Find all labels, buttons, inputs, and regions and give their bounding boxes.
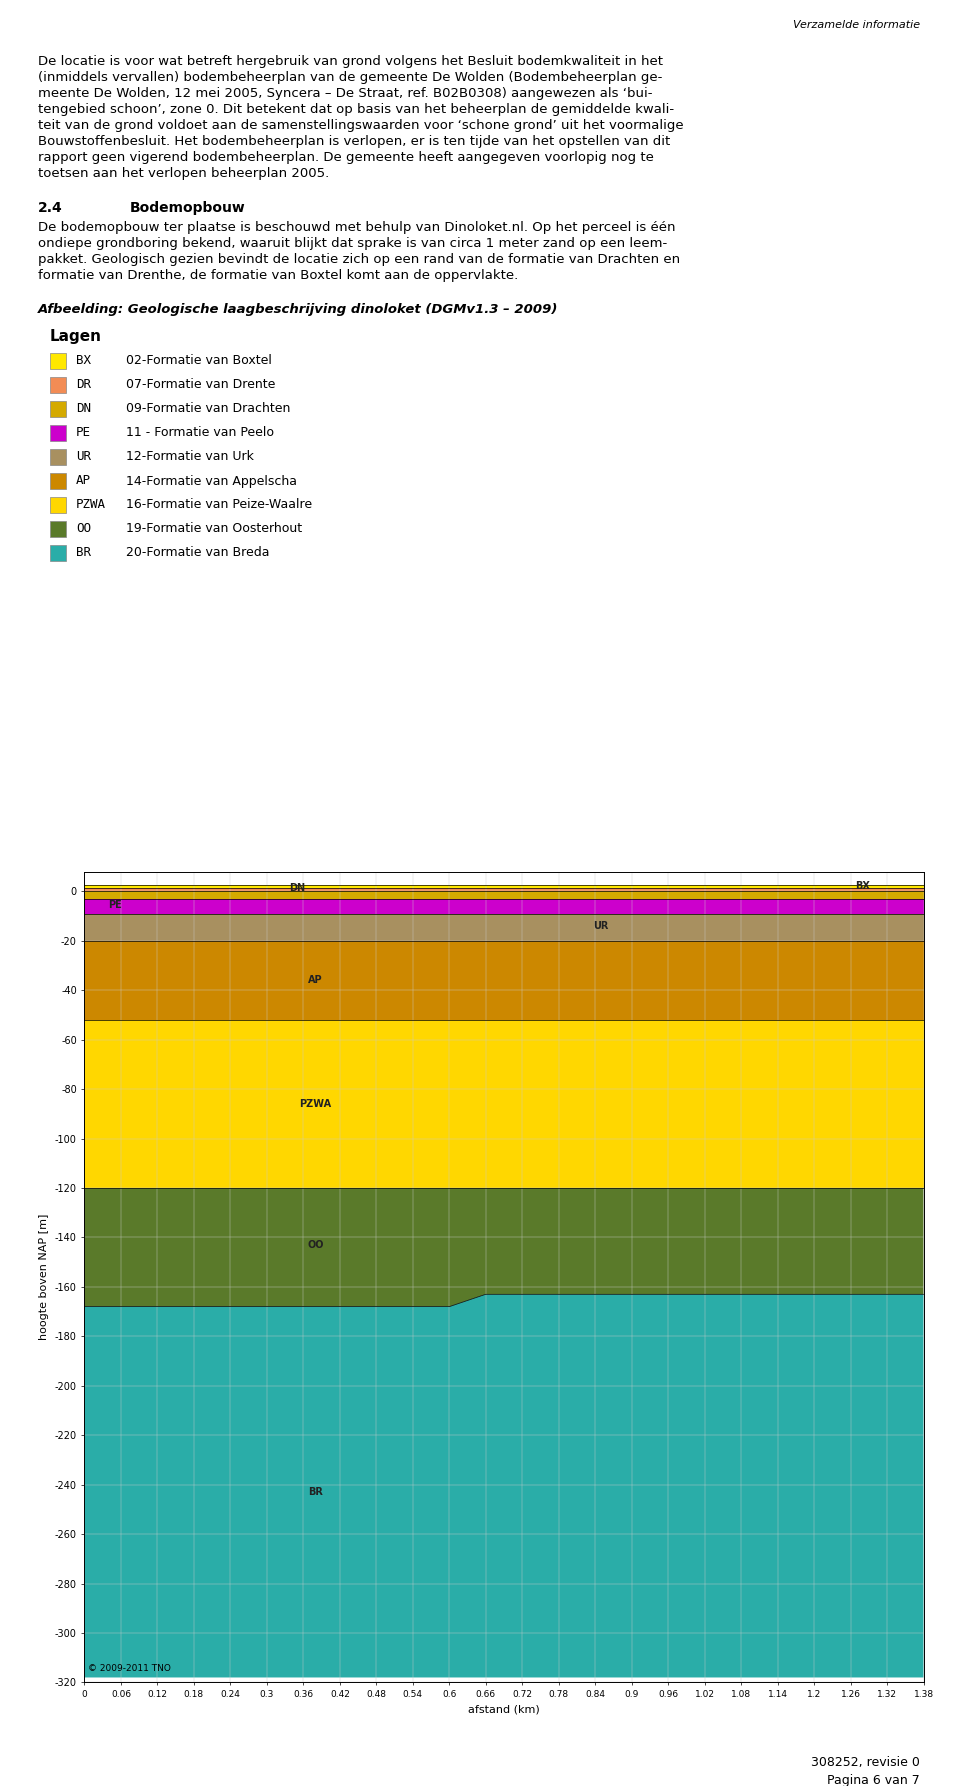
Text: UR: UR [76, 450, 91, 464]
Polygon shape [84, 886, 924, 888]
Bar [50, 377, 66, 393]
Polygon shape [84, 891, 924, 898]
Text: OO: OO [76, 523, 91, 536]
Text: Bodemopbouw: Bodemopbouw [130, 202, 246, 214]
Text: DR: DR [76, 379, 91, 391]
Text: DN: DN [289, 884, 305, 893]
Text: ondiepe grondboring bekend, waaruit blijkt dat sprake is van circa 1 meter zand : ondiepe grondboring bekend, waaruit blij… [38, 238, 667, 250]
Bar [50, 402, 66, 416]
Text: UR: UR [593, 922, 609, 931]
Text: 16-Formatie van Peize-Waalre: 16-Formatie van Peize-Waalre [126, 498, 312, 511]
Text: Lagen: Lagen [50, 329, 102, 345]
Polygon shape [84, 888, 924, 891]
Polygon shape [84, 914, 924, 941]
X-axis label: afstand (km): afstand (km) [468, 1704, 540, 1715]
Bar [50, 473, 66, 489]
Text: OO: OO [307, 1239, 324, 1250]
Text: teit van de grond voldoet aan de samenstellingswaarden voor ‘schone grond’ uit h: teit van de grond voldoet aan de samenst… [38, 120, 684, 132]
Polygon shape [84, 1020, 924, 1188]
Bar [50, 522, 66, 538]
Text: Pagina 6 van 7: Pagina 6 van 7 [828, 1773, 920, 1786]
Text: 11 - Formatie van Peelo: 11 - Formatie van Peelo [126, 427, 274, 439]
Polygon shape [84, 941, 924, 1020]
Text: PE: PE [108, 900, 122, 909]
Text: 14-Formatie van Appelscha: 14-Formatie van Appelscha [126, 475, 297, 488]
Text: PZWA: PZWA [76, 498, 106, 511]
Text: 02-Formatie van Boxtel: 02-Formatie van Boxtel [126, 354, 272, 368]
Text: 09-Formatie van Drachten: 09-Formatie van Drachten [126, 402, 290, 416]
Text: Verzamelde informatie: Verzamelde informatie [793, 20, 920, 30]
Text: PZWA: PZWA [300, 1098, 331, 1109]
Text: (inmiddels vervallen) bodembeheerplan van de gemeente De Wolden (Bodembeheerplan: (inmiddels vervallen) bodembeheerplan va… [38, 71, 662, 84]
Polygon shape [84, 898, 924, 914]
Bar [50, 448, 66, 464]
Text: 19-Formatie van Oosterhout: 19-Formatie van Oosterhout [126, 523, 302, 536]
Text: Bouwstoffenbesluit. Het bodembeheerplan is verlopen, er is ten tijde van het ops: Bouwstoffenbesluit. Het bodembeheerplan … [38, 136, 670, 148]
Text: pakket. Geologisch gezien bevindt de locatie zich op een rand van de formatie va: pakket. Geologisch gezien bevindt de loc… [38, 254, 680, 266]
Text: 20-Formatie van Breda: 20-Formatie van Breda [126, 547, 270, 559]
Text: formatie van Drenthe, de formatie van Boxtel komt aan de oppervlakte.: formatie van Drenthe, de formatie van Bo… [38, 270, 518, 282]
Text: tengebied schoon’, zone 0. Dit betekent dat op basis van het beheerplan de gemid: tengebied schoon’, zone 0. Dit betekent … [38, 104, 674, 116]
Text: BX: BX [855, 882, 870, 891]
Text: PE: PE [76, 427, 91, 439]
Bar [50, 354, 66, 370]
Text: De locatie is voor wat betreft hergebruik van grond volgens het Besluit bodemkwa: De locatie is voor wat betreft hergebrui… [38, 55, 663, 68]
Text: toetsen aan het verlopen beheerplan 2005.: toetsen aan het verlopen beheerplan 2005… [38, 168, 329, 180]
Text: meente De Wolden, 12 mei 2005, Syncera – De Straat, ref. B02B0308) aangewezen al: meente De Wolden, 12 mei 2005, Syncera –… [38, 88, 653, 100]
Text: rapport geen vigerend bodembeheerplan. De gemeente heeft aangegeven voorlopig no: rapport geen vigerend bodembeheerplan. D… [38, 152, 654, 164]
Text: © 2009-2011 TNO: © 2009-2011 TNO [87, 1663, 170, 1672]
Text: AP: AP [76, 475, 91, 488]
Text: DN: DN [76, 402, 91, 416]
Text: De bodemopbouw ter plaatse is beschouwd met behulp van Dinoloket.nl. Op het perc: De bodemopbouw ter plaatse is beschouwd … [38, 221, 676, 234]
Text: 07-Formatie van Drente: 07-Formatie van Drente [126, 379, 276, 391]
Polygon shape [84, 1188, 924, 1307]
Text: 308252, revisie 0: 308252, revisie 0 [811, 1756, 920, 1768]
Text: AP: AP [308, 975, 323, 986]
Text: BR: BR [76, 547, 91, 559]
Text: BR: BR [308, 1488, 323, 1497]
Bar [50, 425, 66, 441]
Text: BX: BX [76, 354, 91, 368]
Bar [50, 497, 66, 513]
Polygon shape [84, 1295, 924, 1677]
Y-axis label: hoogte boven NAP [m]: hoogte boven NAP [m] [39, 1214, 49, 1340]
Bar [50, 545, 66, 561]
Text: 2.4: 2.4 [38, 202, 62, 214]
Text: 12-Formatie van Urk: 12-Formatie van Urk [126, 450, 253, 464]
Text: Afbeelding: Geologische laagbeschrijving dinoloket (DGMv1.3 – 2009): Afbeelding: Geologische laagbeschrijving… [38, 304, 559, 316]
